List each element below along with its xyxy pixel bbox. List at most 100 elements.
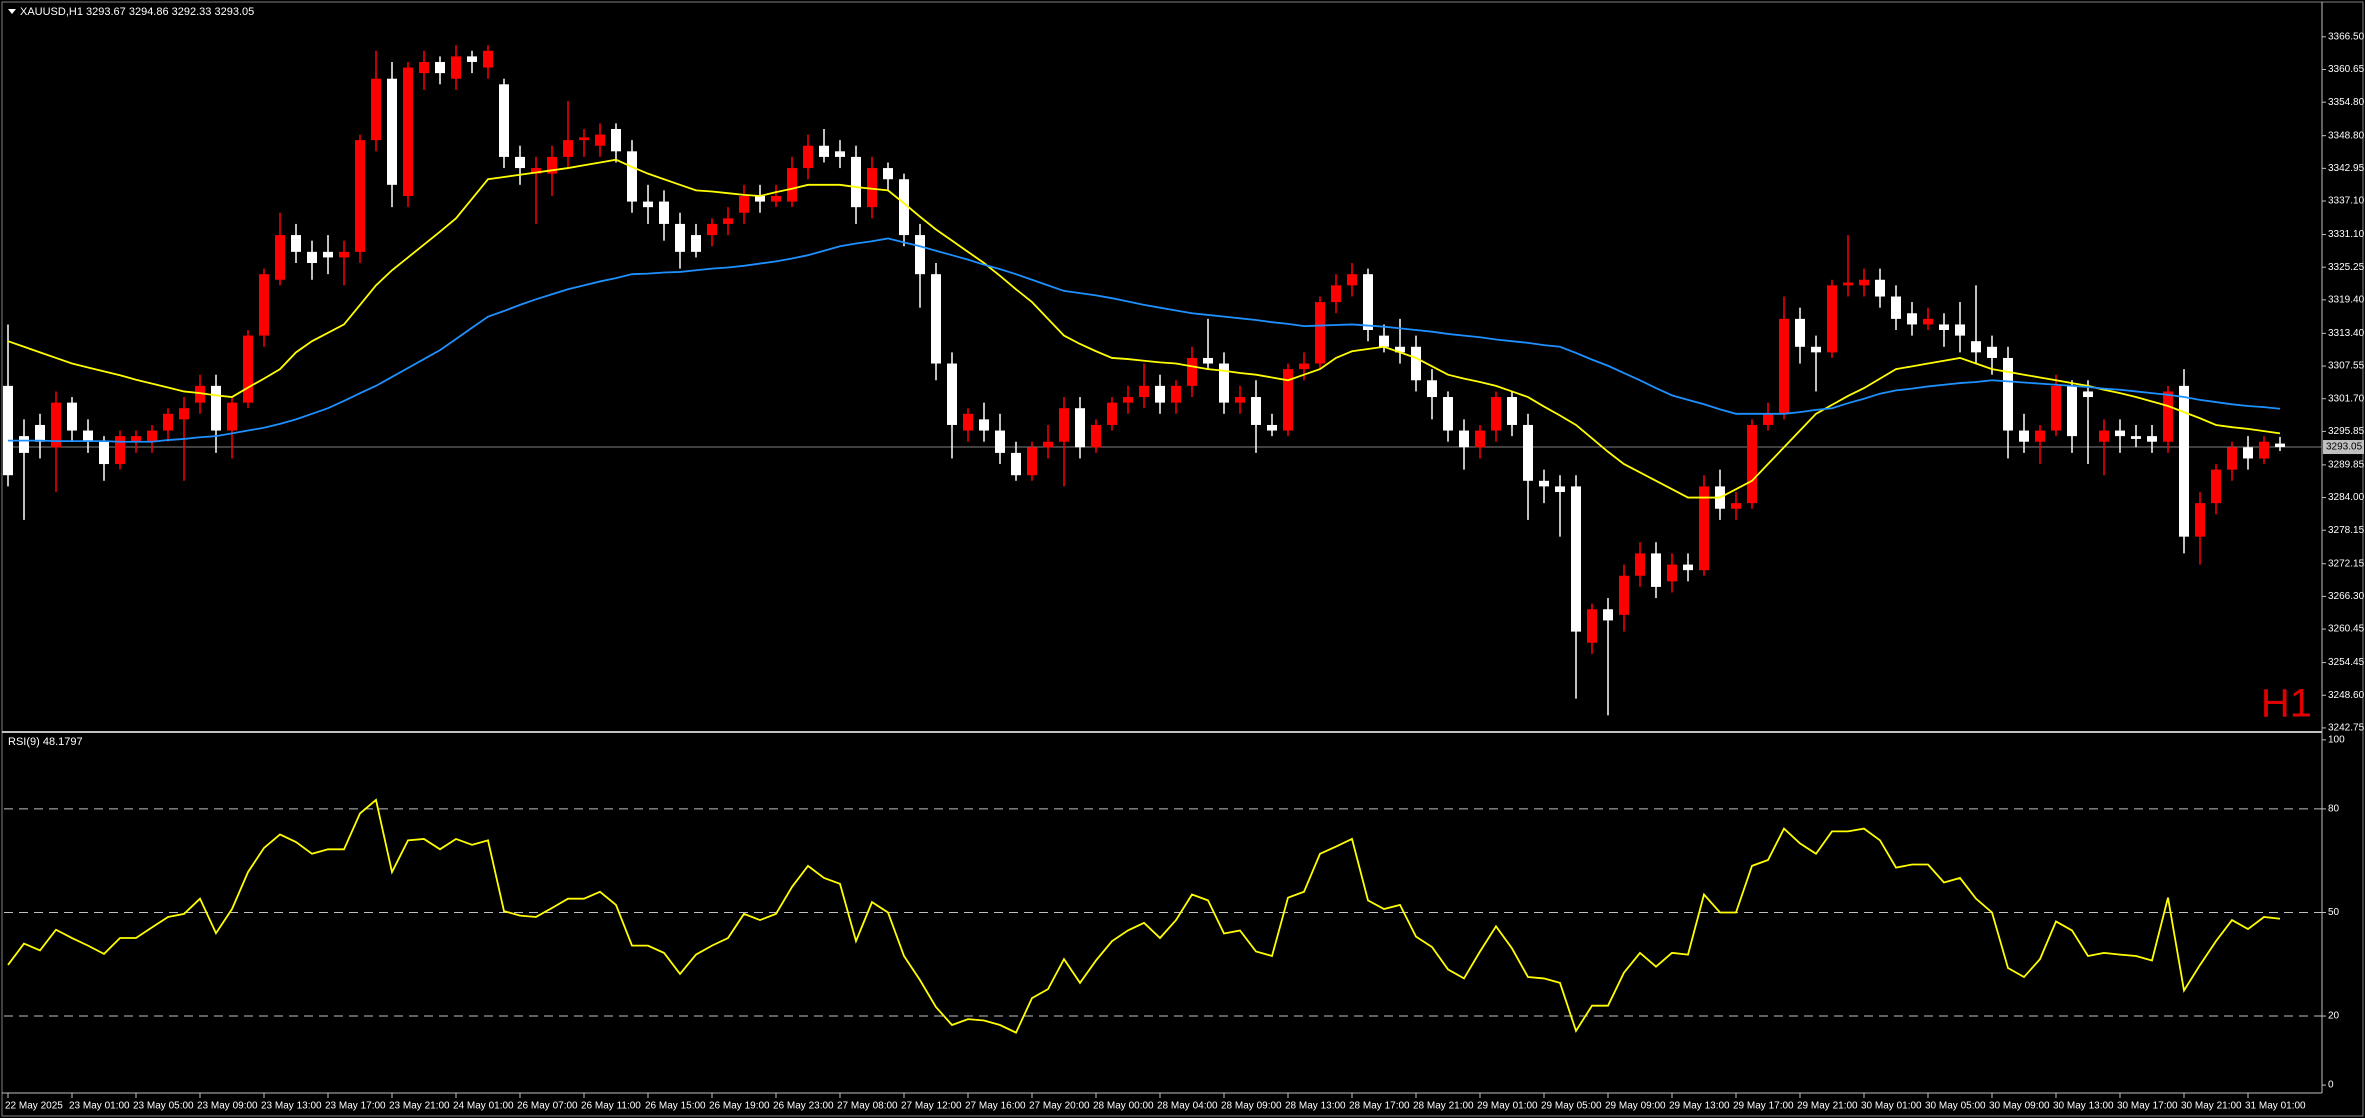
candle-body (275, 235, 285, 280)
candle-body (1651, 553, 1661, 587)
candle-body (1507, 397, 1517, 425)
candle-body (387, 78, 397, 185)
candle-body (755, 195, 765, 202)
candle-body (1619, 575, 1629, 615)
candle-body (2099, 430, 2109, 442)
candle-body (643, 201, 653, 208)
candle-body (531, 168, 541, 174)
candle-body (1171, 385, 1181, 403)
candle-body (483, 50, 493, 68)
y-tick-label: 3289.85 (2328, 460, 2365, 471)
candle-body (1891, 296, 1901, 319)
candle-body (787, 168, 797, 202)
candle-body (1043, 441, 1053, 448)
x-tick-label: 27 May 20:00 (1029, 1101, 1090, 1112)
candle-body (2275, 443, 2285, 448)
x-tick-label: 23 May 01:00 (69, 1101, 130, 1112)
candle-body (1363, 274, 1373, 331)
candle-body (1987, 346, 1997, 358)
candle-body (1075, 408, 1085, 448)
candle-body (579, 137, 589, 141)
y-tick-label: 3319.40 (2328, 295, 2365, 306)
candle-body (19, 436, 29, 453)
candle-body (1091, 424, 1101, 448)
candle-body (1059, 408, 1069, 442)
x-tick-label: 28 May 00:00 (1093, 1101, 1154, 1112)
candle-body (2051, 385, 2061, 431)
y-tick-label: 3325.25 (2328, 262, 2365, 273)
candle-body (307, 251, 317, 264)
x-tick-label: 26 May 23:00 (773, 1101, 834, 1112)
candle-body (1251, 397, 1261, 425)
candle-body (1875, 279, 1885, 297)
x-tick-label: 26 May 15:00 (645, 1101, 706, 1112)
x-tick-label: 30 May 17:00 (2117, 1101, 2178, 1112)
rsi-line (7, 798, 2281, 1034)
candle-body (355, 140, 365, 252)
candle-body (2067, 385, 2077, 437)
x-tick-label: 26 May 19:00 (709, 1101, 770, 1112)
x-tick-label: 29 May 21:00 (1797, 1101, 1858, 1112)
candle-body (1971, 341, 1981, 353)
candle-body (67, 402, 77, 431)
candle-body (803, 145, 813, 169)
candle-body (723, 218, 733, 224)
candle-body (147, 430, 157, 442)
candle-body (1843, 282, 1853, 286)
candle-body (2003, 357, 2013, 431)
y-tick-label: 3366.50 (2328, 31, 2365, 42)
candle-body (1203, 357, 1213, 364)
candle-body (1635, 553, 1645, 576)
candle-body (2163, 391, 2173, 442)
candle-body (291, 235, 301, 252)
x-tick-label: 26 May 07:00 (517, 1101, 578, 1112)
candle-body (611, 128, 621, 152)
x-tick-label: 24 May 01:00 (453, 1101, 514, 1112)
candle-body (339, 251, 349, 258)
candle-body (627, 151, 637, 202)
candle-body (915, 235, 925, 275)
candle-body (1267, 424, 1277, 431)
candle-body (563, 140, 573, 157)
candle-body (499, 84, 509, 157)
candle-body (467, 56, 477, 62)
candle-body (707, 223, 717, 236)
candle-body (1587, 609, 1597, 643)
candle-body (659, 201, 669, 224)
candle-body (35, 424, 45, 442)
candle-body (771, 195, 781, 202)
x-tick-label: 30 May 13:00 (2053, 1101, 2114, 1112)
y-tick-label: 3266.30 (2328, 591, 2365, 602)
candle-body (163, 413, 173, 431)
y-tick-label: 3295.85 (2328, 426, 2365, 437)
y-tick-label: 3342.95 (2328, 163, 2365, 174)
candle-body (435, 61, 445, 74)
current-price-label: 3293.05 (2326, 442, 2363, 453)
x-tick-label: 29 May 01:00 (1477, 1101, 1538, 1112)
candle-body (1859, 279, 1869, 286)
moving-average-line (8, 237, 2281, 443)
candle-body (1811, 346, 1821, 353)
candle-body (1155, 385, 1165, 403)
x-tick-label: 23 May 17:00 (325, 1101, 386, 1112)
candle-body (1667, 564, 1677, 582)
candle-body (675, 223, 685, 252)
y-tick-label: 3242.75 (2328, 723, 2365, 734)
candle-body (419, 61, 429, 74)
candle-body (83, 430, 93, 442)
candle-body (931, 274, 941, 364)
x-tick-label: 22 May 2025 (5, 1101, 63, 1112)
candle-body (1539, 480, 1549, 487)
candle-body (1555, 486, 1565, 492)
x-tick-label: 23 May 09:00 (197, 1101, 258, 1112)
x-tick-label: 30 May 21:00 (2181, 1101, 2242, 1112)
y-tick-label: 3313.40 (2328, 328, 2365, 339)
candle-body (2179, 385, 2189, 537)
candle-body (1939, 324, 1949, 331)
candle-body (2083, 391, 2093, 398)
candle-body (2147, 436, 2157, 442)
candle-body (2115, 430, 2125, 437)
candle-body (819, 145, 829, 157)
candle-body (51, 402, 61, 448)
candle-body (1331, 285, 1341, 303)
